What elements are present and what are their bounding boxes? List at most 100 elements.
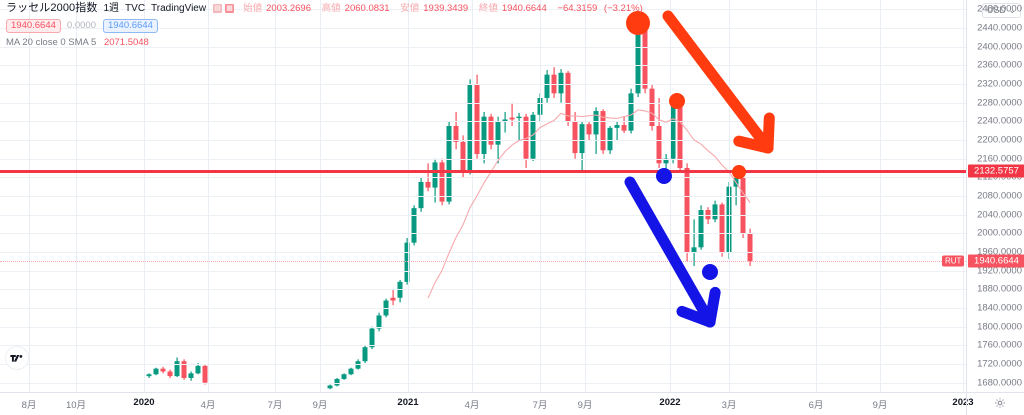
candle bbox=[712, 200, 718, 223]
gridline-v bbox=[472, 0, 473, 392]
candle bbox=[677, 99, 683, 173]
close-value: 1940.6644 bbox=[501, 2, 547, 14]
horizontal-level-line[interactable] bbox=[0, 169, 966, 173]
gridline-h bbox=[0, 214, 966, 216]
candle bbox=[467, 79, 473, 175]
price-axis-tick: 2240.0000 bbox=[977, 115, 1022, 127]
candle bbox=[684, 163, 690, 262]
price-axis-tick: 2400.0000 bbox=[977, 41, 1022, 53]
rut-price-badge: RUT bbox=[942, 255, 965, 267]
gridline-h bbox=[0, 28, 966, 29]
gridline-v bbox=[144, 0, 145, 392]
candle bbox=[195, 363, 201, 375]
candle bbox=[418, 177, 424, 212]
candle bbox=[516, 112, 522, 140]
gridline-h bbox=[0, 9, 966, 11]
candle bbox=[383, 298, 389, 318]
legend-value-row: 1940.6644 0.0000 1940.6644 bbox=[6, 18, 647, 34]
gridline-h bbox=[0, 177, 966, 179]
candle bbox=[656, 98, 662, 168]
candle bbox=[474, 74, 480, 159]
price-axis-tick: 2360.0000 bbox=[977, 59, 1022, 71]
gridline-h bbox=[0, 196, 966, 197]
indicator-icon[interactable]: ▦ bbox=[225, 4, 235, 13]
candle bbox=[572, 112, 578, 159]
open-value: 2003.2696 bbox=[266, 2, 312, 14]
candle bbox=[390, 289, 396, 306]
chart-plot-area[interactable]: RUT bbox=[0, 0, 966, 392]
time-axis-label: 9月 bbox=[312, 400, 328, 411]
drawing-annotations[interactable] bbox=[0, 0, 966, 392]
candle bbox=[558, 69, 564, 103]
candle bbox=[488, 113, 494, 150]
red-dot-annotation[interactable] bbox=[732, 165, 746, 179]
candle bbox=[544, 70, 550, 103]
candle bbox=[495, 116, 501, 164]
indicator-label: MA 20 close 0 SMA 5 bbox=[6, 37, 97, 48]
time-axis-label: 10月 bbox=[65, 400, 87, 411]
price-axis-tick: 1720.0000 bbox=[977, 358, 1022, 370]
gridline-h bbox=[0, 326, 966, 328]
indicator-legend-row[interactable]: MA 20 close 0 SMA 5 2071.5048 bbox=[6, 38, 647, 48]
gridline-v bbox=[540, 0, 541, 392]
symbol-name[interactable]: ラッセル2000指数 bbox=[6, 2, 98, 14]
candle bbox=[174, 357, 180, 378]
last-price-tag: 1940.6644 bbox=[968, 254, 1024, 268]
gridline-h bbox=[0, 121, 966, 123]
price-axis-tick: 2040.0000 bbox=[977, 209, 1022, 221]
candle bbox=[621, 116, 627, 133]
candle bbox=[642, 24, 648, 94]
price-axis-tick: 2160.0000 bbox=[977, 153, 1022, 165]
time-axis[interactable]: 8月 10月 2020 4月 7月 9月 2021 4月 7月 9月 2022 3月 6月 9月 2023 bbox=[0, 392, 1024, 415]
currency-button[interactable]: USD ⌄ bbox=[981, 3, 1021, 18]
candle bbox=[411, 205, 417, 246]
price-axis-tick: 1800.0000 bbox=[977, 321, 1022, 333]
candle bbox=[369, 326, 375, 350]
tradingview-logo-icon[interactable] bbox=[5, 346, 29, 370]
ma-path bbox=[427, 109, 751, 299]
price-pill: 1940.6644 bbox=[6, 18, 61, 34]
blue-arrow-annotation[interactable] bbox=[624, 176, 721, 328]
candle bbox=[593, 107, 599, 154]
red-dot-annotation[interactable] bbox=[669, 93, 685, 109]
candle bbox=[663, 154, 669, 182]
moving-average-line bbox=[427, 109, 751, 299]
red-arrow-annotation[interactable] bbox=[662, 10, 775, 154]
gridline-v bbox=[585, 0, 586, 392]
zero-pill: 0.0000 bbox=[66, 20, 96, 32]
blue-dot-annotation[interactable] bbox=[702, 264, 718, 280]
red-dot-annotation[interactable] bbox=[626, 11, 650, 35]
time-axis-label: 2022 bbox=[659, 397, 681, 408]
interval-label[interactable]: 1週 bbox=[103, 2, 120, 14]
price-axis-tick: 1840.0000 bbox=[977, 302, 1022, 314]
candles-icon[interactable]: ▤ bbox=[213, 4, 223, 13]
source-label: TradingView bbox=[151, 2, 207, 14]
gridline-h bbox=[0, 270, 966, 272]
time-axis-label: 4月 bbox=[200, 400, 216, 411]
candle bbox=[202, 364, 208, 385]
gridline-v bbox=[29, 0, 30, 392]
candle bbox=[719, 202, 725, 257]
candle bbox=[530, 112, 536, 161]
gridline-v bbox=[670, 0, 671, 392]
candle bbox=[481, 112, 487, 164]
time-axis-label: 7月 bbox=[532, 400, 548, 411]
gridline-h bbox=[0, 382, 966, 384]
high-value: 2060.0831 bbox=[344, 2, 390, 14]
price-axis-tick: 2280.0000 bbox=[977, 97, 1022, 109]
gridline-v bbox=[816, 0, 817, 392]
gridline-h bbox=[0, 364, 966, 365]
gridline-v bbox=[408, 0, 409, 392]
candle bbox=[565, 70, 571, 126]
gridline-v bbox=[320, 0, 321, 392]
gear-icon[interactable] bbox=[994, 397, 1006, 409]
gridline-v bbox=[275, 0, 276, 392]
candle bbox=[460, 135, 466, 178]
price-axis-tick: 1880.0000 bbox=[977, 283, 1022, 295]
exchange-label: TVC bbox=[125, 2, 146, 14]
legend-icon-group[interactable]: ▤ ▦ bbox=[213, 4, 235, 13]
legend-title-row: ラッセル2000指数 1週 TVC TradingView ▤ ▦ 始値 2003… bbox=[6, 2, 647, 15]
price-axis[interactable]: USD ⌄ 2480.0000 2440.0000 2400.0000 2360.00… bbox=[966, 0, 1024, 392]
blue-dot-annotation[interactable] bbox=[656, 168, 672, 184]
